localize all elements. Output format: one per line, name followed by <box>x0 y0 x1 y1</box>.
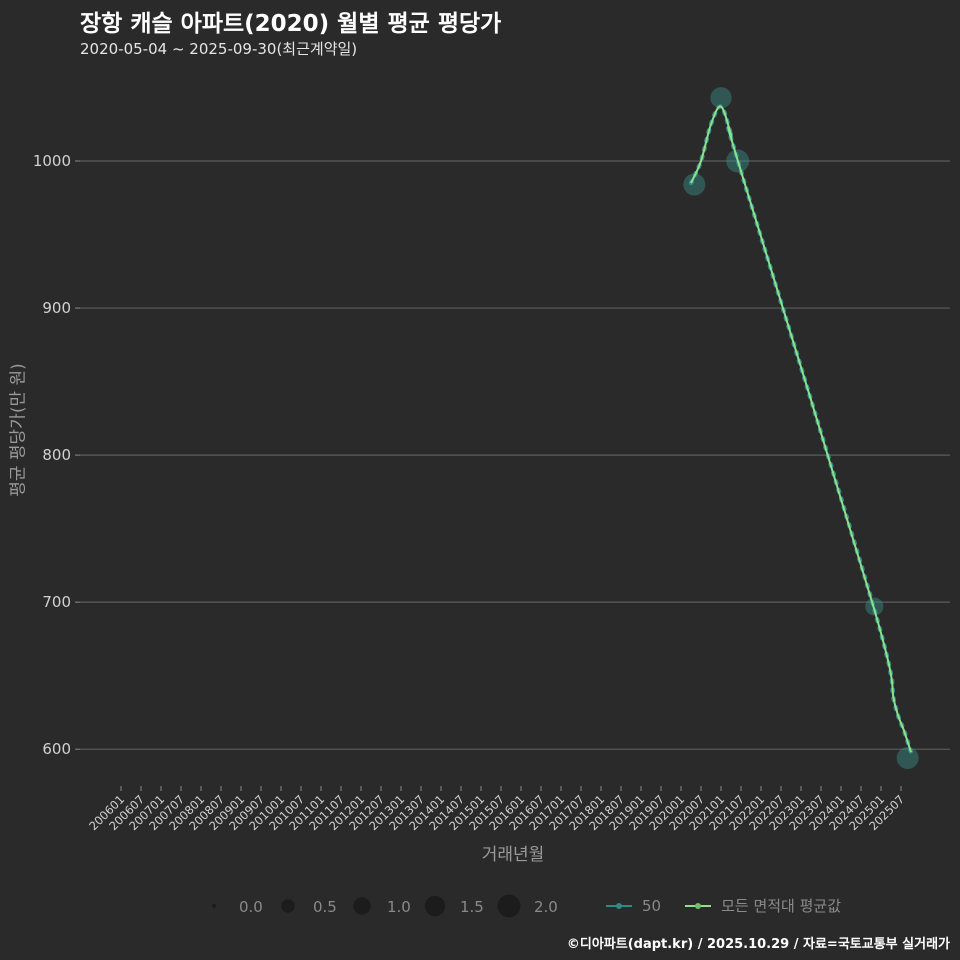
size-legend-label: 0.5 <box>313 898 337 916</box>
size-legend-circle <box>281 899 295 913</box>
y-tick-label: 800 <box>42 446 71 464</box>
legend-label-average: 모든 면적대 평균값 <box>721 897 842 915</box>
data-point <box>896 747 919 770</box>
size-legend-label: 1.0 <box>387 898 411 916</box>
average-line <box>690 105 912 753</box>
plot-series <box>683 87 919 770</box>
data-point <box>710 87 732 109</box>
y-gridlines <box>80 160 950 750</box>
y-tick-label: 1000 <box>33 152 71 170</box>
source-footer: ©디아파트(dapt.kr) / 2025.10.29 / 자료=국토교통부 실… <box>566 937 950 952</box>
y-axis: 600 700 800 900 1000 <box>33 152 80 758</box>
series-50-line <box>688 104 914 755</box>
legend-label-50: 50 <box>642 896 662 915</box>
chart-subtitle: 2020-05-04 ~ 2025-09-30(최근계약일) <box>80 40 358 58</box>
legend-key-50-icon <box>606 896 632 916</box>
size-legend: 0.0 0.5 1.0 1.5 2.0 <box>212 894 558 918</box>
y-tick-label: 600 <box>42 740 71 758</box>
chart-title: 장항 캐슬 아파트(2020) 월별 평균 평당가 <box>80 11 502 37</box>
line-legend: 50 모든 면적대 평균값 <box>606 895 865 916</box>
y-tick-label: 900 <box>42 299 71 317</box>
size-legend-circle <box>212 904 216 908</box>
size-legend-circle <box>497 894 521 918</box>
x-axis: 2006012006072007012007072008012008072009… <box>86 786 907 833</box>
y-tick-label: 700 <box>42 593 71 611</box>
size-legend-circle <box>424 895 446 917</box>
size-legend-label: 2.0 <box>534 898 558 916</box>
x-axis-title: 거래년월 <box>481 845 545 865</box>
data-point <box>683 173 706 196</box>
size-legend-label: 1.5 <box>460 898 484 916</box>
size-legend-circle <box>353 897 371 915</box>
y-axis-title: 평균 평당가(만 원) <box>8 363 29 497</box>
legend-key-average-icon <box>685 896 712 916</box>
size-legend-label: 0.0 <box>239 898 263 916</box>
